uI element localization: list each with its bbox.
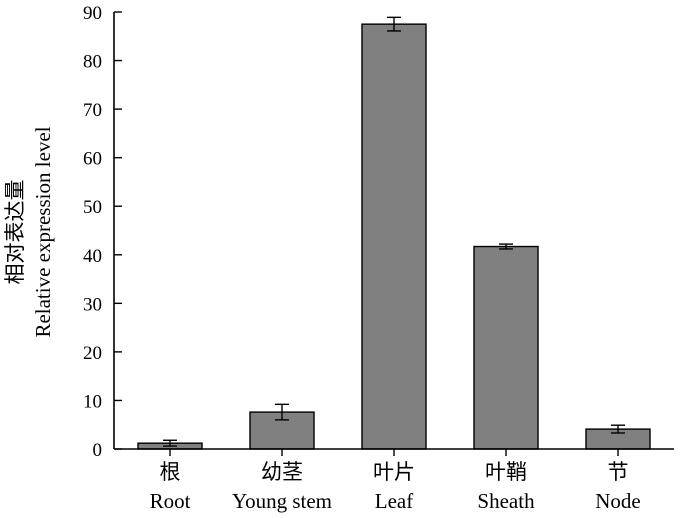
y-tick-label: 20 <box>83 343 102 364</box>
x-tick-label-zh: 节 <box>608 460 629 484</box>
x-tick-label-en: Young stem <box>232 489 332 513</box>
x-axis-labels: 根 Root 幼茎 Young stem 叶片 Leaf 叶鞘 Sheath 节 Node <box>150 449 641 513</box>
y-tick-label: 80 <box>83 52 102 73</box>
y-tick-label: 10 <box>83 391 102 412</box>
x-tick-label-zh: 根 <box>160 460 181 484</box>
x-tick-label-en: Root <box>150 489 191 513</box>
x-tick-label-en: Sheath <box>477 489 535 513</box>
y-axis-label: 相对表达量 Relative expression level <box>3 126 55 337</box>
y-tick-label: 90 <box>83 3 102 24</box>
error-bar <box>611 424 625 434</box>
error-bars <box>163 16 625 447</box>
y-tick-label: 30 <box>83 294 102 315</box>
error-bar <box>275 403 289 421</box>
x-tick-label-en: Leaf <box>375 489 413 513</box>
bar <box>473 245 539 450</box>
x-tick-label-zh: 叶片 <box>373 460 415 484</box>
x-tick-label-zh: 叶鞘 <box>485 460 527 484</box>
y-tick-label: 0 <box>93 440 103 461</box>
error-bar <box>499 243 513 250</box>
y-tick-label: 70 <box>83 100 102 121</box>
error-bar <box>163 439 177 447</box>
y-axis-ticks: 0 10 20 30 40 50 60 70 80 90 <box>83 3 122 461</box>
x-tick-label-en: Node <box>595 489 641 513</box>
y-axis-label-zh: 相对表达量 <box>3 180 27 285</box>
y-tick-label: 60 <box>83 149 102 170</box>
y-tick-label: 40 <box>83 246 102 267</box>
y-tick-label: 50 <box>83 197 102 218</box>
y-axis-label-en: Relative expression level <box>31 126 55 337</box>
x-tick-label-zh: 幼茎 <box>261 460 303 484</box>
bar <box>361 23 427 450</box>
bars <box>137 23 651 450</box>
error-bar <box>387 16 401 32</box>
